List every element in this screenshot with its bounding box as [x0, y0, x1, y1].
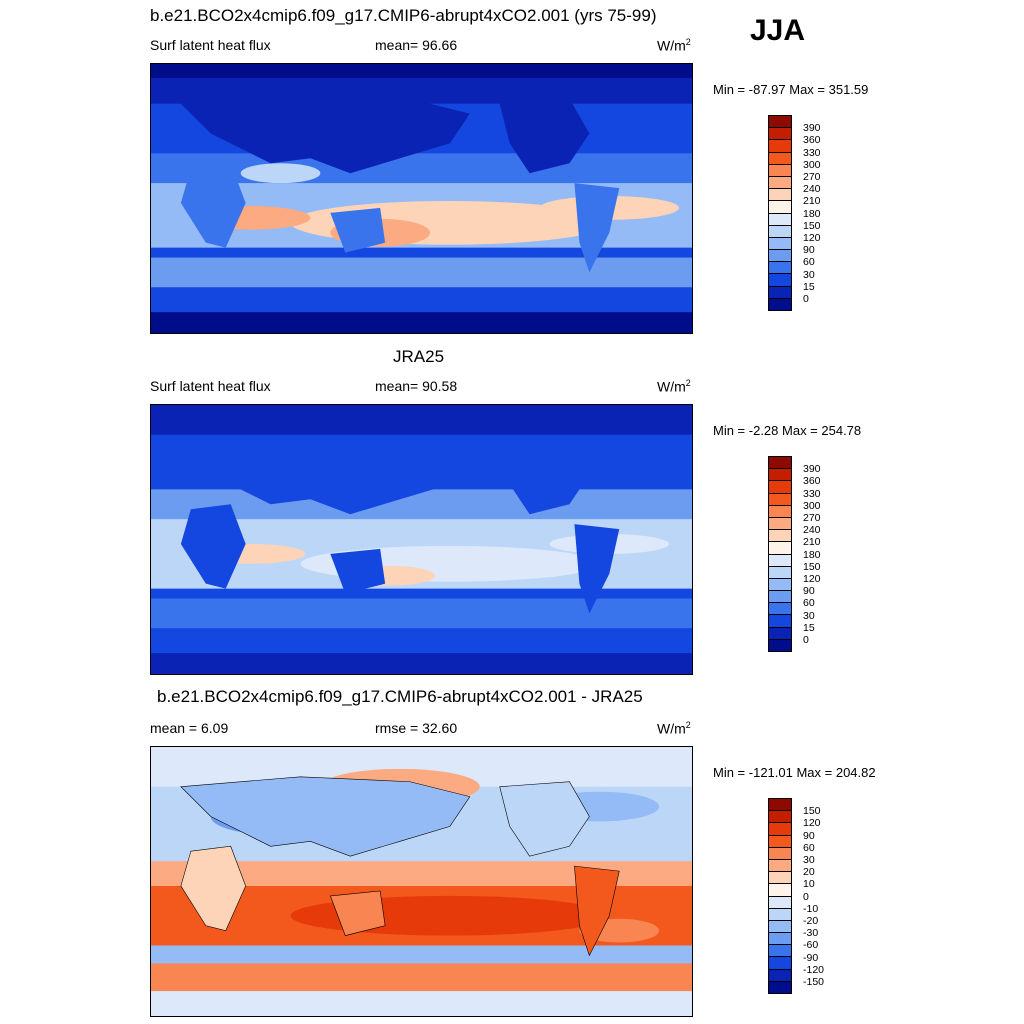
panel1-map-svg [151, 64, 692, 333]
colorbar-tick-label: 30 [803, 268, 815, 281]
panel1-units: W/m2 [657, 37, 691, 54]
colorbar-tick-label: -20 [803, 915, 819, 927]
panel2-title: JRA25 [393, 347, 445, 366]
colorbar-tick-label: 10 [803, 878, 815, 891]
colorbar-tick-label: 180 [803, 548, 821, 561]
colorbar-tick-label: 0 [803, 634, 809, 646]
colorbar-tick-label: 15 [803, 621, 815, 634]
panel3-colorbar: 150 120 90 60 30 20 10 0 -10 -20 -30 -60 -90 -120 -150 [768, 798, 824, 994]
colorbar-tick-label: 210 [803, 536, 821, 549]
panel3-minmax: Min = -121.01 Max = 204.82 [713, 765, 876, 780]
colorbar-tick-label: 300 [803, 499, 821, 512]
colorbar-tick-label: 20 [803, 866, 815, 879]
panel2-colorbar: 390 360 330 300 270 240 210 180 150 120 90 60 30 15 0 [768, 456, 821, 652]
panel3-units: W/m2 [657, 720, 691, 737]
panel3-map-svg [151, 747, 692, 1016]
panel3-mean: mean = 6.09 [150, 720, 229, 736]
panel1-map [150, 63, 693, 334]
colorbar-tick-label: -30 [803, 927, 819, 940]
panel3-map [150, 746, 693, 1017]
colorbar-tick-label: 90 [803, 829, 815, 842]
panel2-map-svg [151, 405, 692, 674]
panel2-mean: mean= 90.58 [375, 378, 458, 394]
colorbar-tick-label: -10 [803, 902, 819, 915]
colorbar-tick-label: 15 [803, 280, 815, 293]
colorbar-tick-label: 270 [803, 171, 821, 183]
colorbar-tick-label: -90 [803, 951, 819, 964]
colorbar-tick-label: 120 [803, 573, 821, 585]
colorbar-tick-label: 60 [803, 841, 815, 854]
colorbar-tick-label: 240 [803, 524, 821, 537]
colorbar-tick-label: 30 [803, 609, 815, 622]
colorbar-tick-label: 300 [803, 158, 821, 171]
colorbar-tick-label: 210 [803, 195, 821, 208]
colorbar-tick-label: 330 [803, 146, 821, 159]
colorbar-tick-label: 360 [803, 475, 821, 488]
colorbar-tick-label: 390 [803, 122, 821, 135]
colorbar-tick-label: 150 [803, 219, 821, 232]
colorbar-tick-label: 180 [803, 207, 821, 220]
panel1-colorbar: 390 360 330 300 270 240 210 180 150 120 90 60 30 15 0 [768, 115, 821, 311]
colorbar-tick-label: -150 [803, 976, 825, 988]
colorbar-tick-label: 90 [803, 585, 815, 598]
colorbar-tick-label: -120 [803, 963, 825, 976]
colorbar-tick-label: 120 [803, 232, 821, 244]
colorbar-tick-label: 90 [803, 244, 815, 257]
season-label: JJA [750, 14, 806, 47]
colorbar-tick-label: 150 [803, 805, 821, 818]
panel1-mean: mean= 96.66 [375, 37, 458, 53]
colorbar-swatch [768, 638, 792, 652]
colorbar-tick-label: 360 [803, 134, 821, 147]
panel3-rmse: rmse = 32.60 [375, 720, 458, 736]
colorbar-tick-label: 0 [803, 293, 809, 305]
colorbar-tick-label: 0 [803, 890, 809, 903]
colorbar-tick-label: 120 [803, 817, 821, 830]
panel2-minmax: Min = -2.28 Max = 254.78 [713, 423, 862, 438]
panel1-variable: Surf latent heat flux [150, 37, 271, 53]
colorbar-tick-label: 330 [803, 487, 821, 500]
panel1-title: b.e21.BCO2x4cmip6.f09_g17.CMIP6-abrupt4x… [150, 6, 657, 25]
colorbar-tick-label: 60 [803, 597, 815, 610]
colorbar-tick-label: 150 [803, 560, 821, 573]
colorbar-tick-label: 30 [803, 854, 815, 866]
panel2-variable: Surf latent heat flux [150, 378, 271, 394]
colorbar-tick-label: 390 [803, 463, 821, 476]
colorbar-swatch [768, 980, 792, 994]
colorbar-tick-label: 270 [803, 512, 821, 524]
panel3-title: b.e21.BCO2x4cmip6.f09_g17.CMIP6-abrupt4x… [157, 687, 643, 706]
panel2-map [150, 404, 693, 675]
colorbar-swatch [768, 297, 792, 311]
colorbar-tick-label: 60 [803, 256, 815, 269]
colorbar-tick-label: 240 [803, 183, 821, 196]
colorbar-tick-label: -60 [803, 939, 819, 952]
panel2-units: W/m2 [657, 378, 691, 395]
panel1-minmax: Min = -87.97 Max = 351.59 [713, 82, 869, 97]
